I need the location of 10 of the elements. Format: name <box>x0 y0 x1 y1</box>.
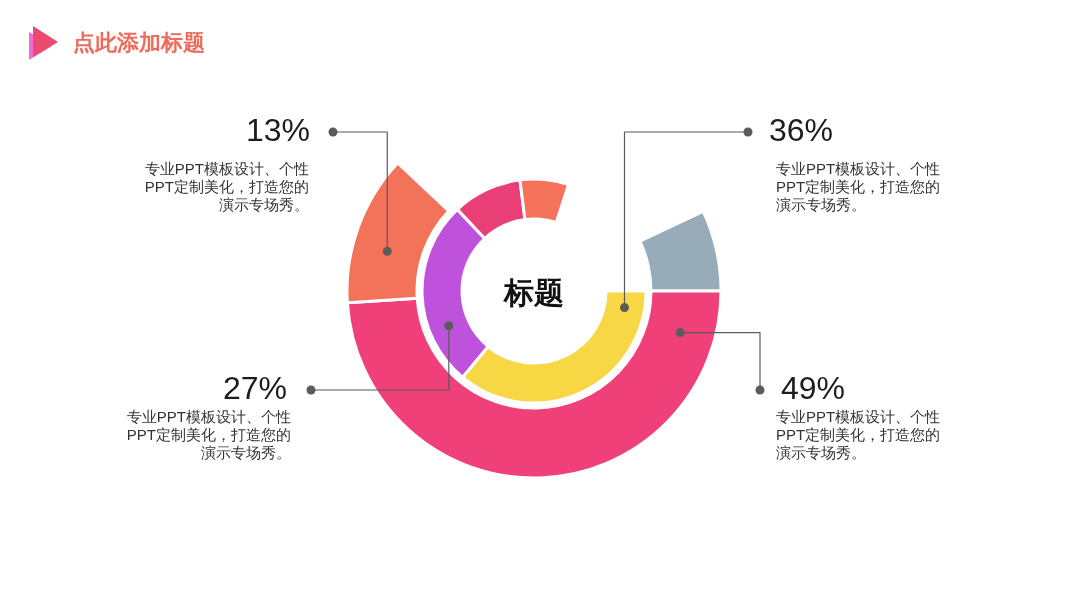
slice-label: 专业PPT模板设计、个性PPT定制美化，打造您的演示专场秀。 <box>776 160 941 214</box>
slice-label: 专业PPT模板设计、个性PPT定制美化，打造您的演示专场秀。 <box>776 408 941 462</box>
text: 标题 <box>503 276 564 310</box>
data-label: 49% <box>781 369 846 406</box>
data-label: 36% <box>769 111 834 148</box>
chart-title: 点此添加标题 <box>73 30 205 56</box>
data-label: 13% <box>245 111 310 148</box>
slice-label: 专业PPT模板设计、个性PPT定制美化，打造您的演示专场秀。 <box>144 160 309 214</box>
data-label: 27% <box>222 369 287 406</box>
slice-label: 专业PPT模板设计、个性PPT定制美化，打造您的演示专场秀。 <box>126 408 291 462</box>
